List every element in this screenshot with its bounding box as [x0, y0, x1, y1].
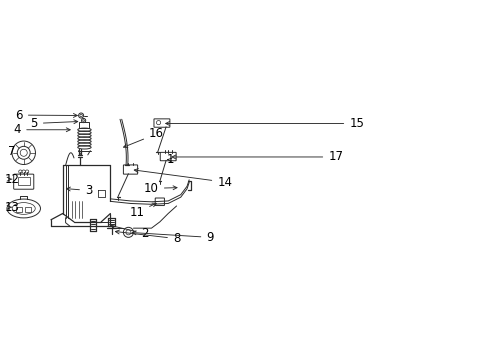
- Text: 2: 2: [111, 225, 149, 240]
- Circle shape: [12, 141, 35, 165]
- Text: 10: 10: [144, 182, 177, 195]
- Text: 5: 5: [30, 117, 78, 130]
- Bar: [18, 177, 29, 185]
- FancyBboxPatch shape: [14, 174, 34, 189]
- FancyBboxPatch shape: [155, 198, 165, 206]
- Text: 1: 1: [167, 153, 174, 166]
- Circle shape: [81, 118, 86, 123]
- Text: 11: 11: [129, 203, 156, 219]
- Text: 15: 15: [166, 117, 364, 130]
- Circle shape: [17, 146, 30, 159]
- Text: 17: 17: [172, 150, 343, 163]
- Text: 3: 3: [67, 184, 92, 197]
- Circle shape: [126, 230, 131, 235]
- Text: 8: 8: [116, 230, 180, 245]
- Circle shape: [78, 113, 84, 118]
- Text: 6: 6: [15, 109, 77, 122]
- Text: 13: 13: [4, 201, 20, 214]
- Circle shape: [22, 170, 25, 173]
- Text: 14: 14: [134, 168, 232, 189]
- Bar: [79, 122, 90, 128]
- FancyBboxPatch shape: [123, 165, 138, 174]
- Circle shape: [19, 170, 22, 173]
- Circle shape: [156, 121, 161, 125]
- Circle shape: [123, 227, 133, 237]
- Text: 7: 7: [8, 145, 16, 158]
- Text: 16: 16: [123, 127, 164, 148]
- Circle shape: [25, 170, 29, 173]
- Circle shape: [20, 149, 27, 156]
- Bar: [25, 207, 31, 212]
- Bar: [16, 207, 23, 212]
- Ellipse shape: [7, 199, 41, 218]
- Text: 12: 12: [4, 173, 20, 186]
- Ellipse shape: [12, 203, 35, 214]
- FancyBboxPatch shape: [154, 119, 170, 127]
- Text: 4: 4: [14, 123, 70, 136]
- Text: 9: 9: [132, 231, 214, 244]
- FancyBboxPatch shape: [160, 152, 176, 161]
